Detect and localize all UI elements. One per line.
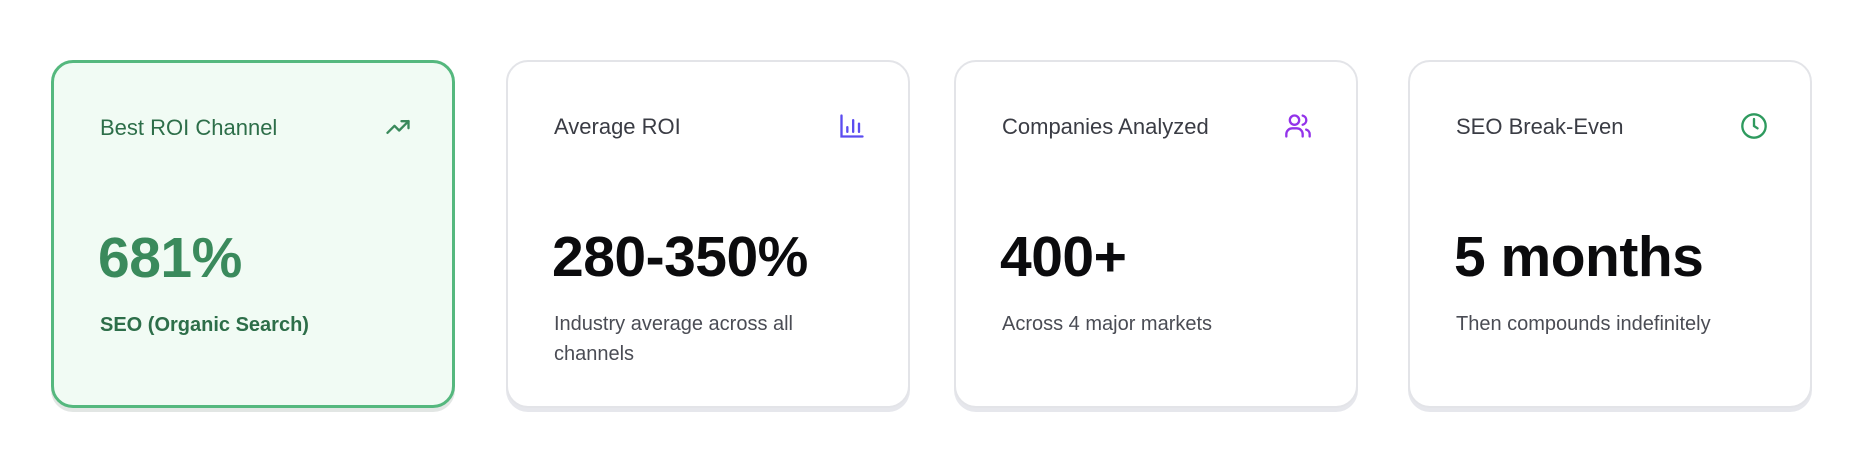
users-icon: [1285, 114, 1311, 138]
card-subtitle: Industry average across all channels: [554, 313, 794, 365]
bar-chart-icon: [840, 114, 864, 138]
card-title: SEO Break-Even: [1456, 114, 1624, 139]
stat-card-seo-break-even: SEO Break-Even 5 months Then compounds i…: [1408, 60, 1812, 408]
trending-up-icon: [386, 120, 410, 134]
card-subtitle: SEO (Organic Search): [100, 314, 309, 336]
stat-card-average-roi: Average ROI 280-350% Industry average ac…: [506, 60, 910, 408]
card-title: Best ROI Channel: [100, 115, 278, 140]
card-value: 5 months: [1454, 225, 1704, 289]
card-value: 400+: [1000, 225, 1127, 289]
card-value: 681%: [98, 226, 242, 290]
card-title: Companies Analyzed: [1002, 114, 1209, 139]
card-subtitle: Across 4 major markets: [1002, 313, 1213, 335]
card-title: Average ROI: [554, 114, 681, 139]
card-subtitle: Then compounds indefinitely: [1456, 313, 1711, 335]
card-value: 280-350%: [552, 225, 808, 289]
stat-card-best-roi: Best ROI Channel 681% SEO (Organic Searc…: [51, 60, 455, 408]
clock-icon: [1741, 113, 1767, 139]
stat-card-companies-analyzed: Companies Analyzed 400+ Across 4 major m…: [954, 60, 1358, 408]
